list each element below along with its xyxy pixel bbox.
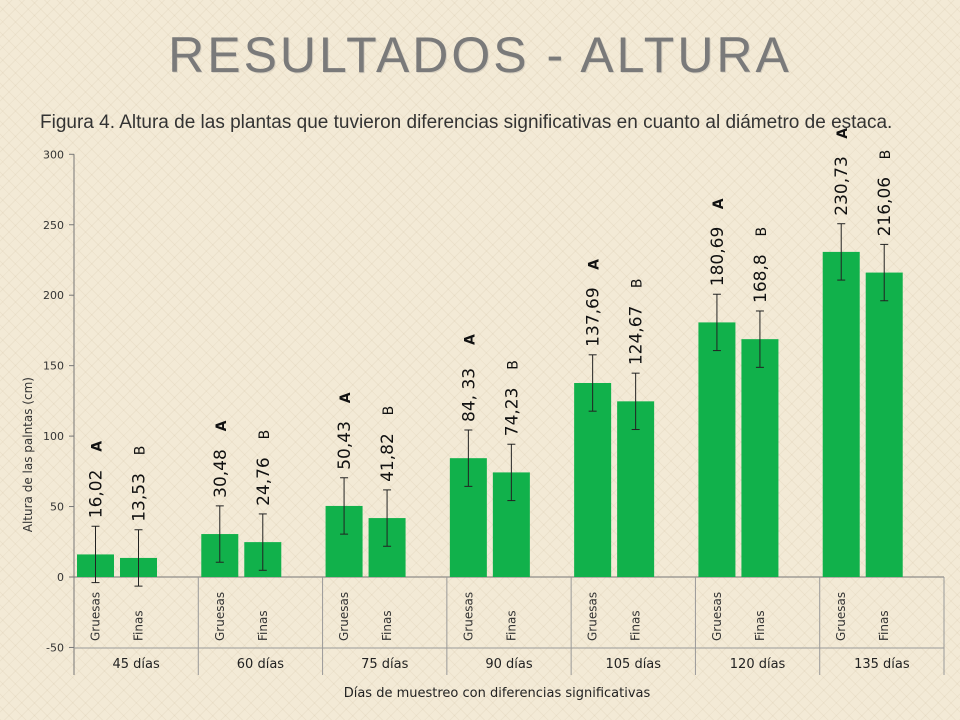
significance-letter: A <box>338 392 354 403</box>
y-axis-title: Altura de las palntas (cm) <box>21 377 35 532</box>
category-label: Finas <box>504 610 518 641</box>
category-label: Gruesas <box>710 592 724 641</box>
data-label: 16,02 <box>87 470 107 519</box>
y-tick-label: 300 <box>43 148 64 161</box>
significance-letter: B <box>630 279 646 289</box>
group-label: 60 días <box>237 657 285 672</box>
x-axis-title: Días de muestreo con diferencias signifi… <box>344 686 651 701</box>
category-label: Finas <box>256 610 270 641</box>
y-tick-label: 250 <box>43 219 64 232</box>
bar <box>822 251 860 577</box>
group-label: 105 días <box>606 657 662 672</box>
data-label: 74,23 <box>502 388 522 437</box>
data-label: 137,69 <box>584 287 604 346</box>
group-label: 75 días <box>361 657 409 672</box>
data-label: 84, 33 <box>459 368 479 422</box>
bar <box>741 339 779 577</box>
group-label: 120 días <box>730 657 786 672</box>
y-tick-label: 100 <box>43 430 64 443</box>
data-label: 50,43 <box>335 421 355 470</box>
bar <box>617 401 655 577</box>
y-tick-label: 50 <box>50 501 64 514</box>
significance-letter: A <box>711 198 727 209</box>
significance-letter: A <box>587 259 603 270</box>
category-label: Finas <box>132 610 146 641</box>
category-label: Gruesas <box>213 592 227 641</box>
significance-letter: B <box>133 446 149 456</box>
significance-letter: B <box>878 150 894 160</box>
data-label: 41,82 <box>378 433 398 482</box>
y-tick-label: 200 <box>43 289 64 302</box>
significance-letter: A <box>462 334 478 345</box>
data-label: 216,06 <box>875 177 895 236</box>
group-label: 135 días <box>854 657 910 672</box>
significance-letter: A <box>214 420 230 431</box>
group-label: 90 días <box>485 657 533 672</box>
y-tick-label: 150 <box>43 360 64 373</box>
category-label: Gruesas <box>89 592 103 641</box>
category-label: Finas <box>877 610 891 641</box>
significance-letter: B <box>381 406 397 416</box>
category-label: Gruesas <box>461 592 475 641</box>
y-tick-label: 0 <box>57 571 64 584</box>
figure-caption: Figura 4. Altura de las plantas que tuvi… <box>40 112 893 133</box>
slide-title: RESULTADOS - ALTURA <box>168 27 792 83</box>
category-label: Gruesas <box>586 592 600 641</box>
category-label: Finas <box>753 610 767 641</box>
significance-letter: B <box>754 227 770 237</box>
category-label: Finas <box>629 610 643 641</box>
category-label: Gruesas <box>834 592 848 641</box>
significance-letter: A <box>90 441 106 452</box>
significance-letter: A <box>835 128 851 139</box>
data-label: 30,48 <box>211 449 231 498</box>
significance-letter: B <box>257 430 273 440</box>
data-label: 180,69 <box>708 227 728 286</box>
data-label: 13,53 <box>130 473 150 522</box>
data-label: 24,76 <box>254 457 274 506</box>
y-tick-label: -50 <box>46 641 64 654</box>
data-label: 124,67 <box>627 306 647 365</box>
bar <box>574 382 612 577</box>
significance-letter: B <box>505 360 521 370</box>
group-label: 45 días <box>113 657 161 672</box>
data-label: 168,8 <box>751 254 771 303</box>
data-label: 230,73 <box>832 156 852 215</box>
category-label: Gruesas <box>337 592 351 641</box>
bar <box>865 272 903 577</box>
category-label: Finas <box>380 610 394 641</box>
bar <box>698 322 736 577</box>
